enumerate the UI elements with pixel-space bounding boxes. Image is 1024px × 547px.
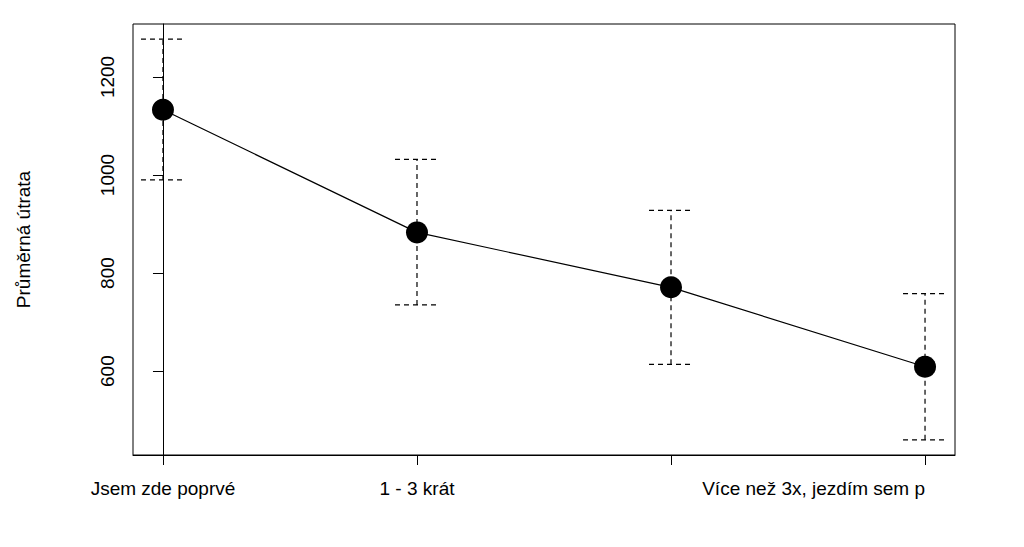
svg-text:Průměrná útrata: Průměrná útrata	[13, 170, 34, 308]
svg-text:1000: 1000	[97, 154, 118, 196]
svg-text:600: 600	[97, 355, 118, 387]
svg-text:1200: 1200	[97, 56, 118, 98]
svg-text:Jsem zde poprvé: Jsem zde poprvé	[91, 478, 236, 499]
svg-text:800: 800	[97, 257, 118, 289]
svg-text:1 - 3 krát: 1 - 3 krát	[379, 478, 455, 499]
svg-text:Více než 3x, jezdím sem p: Více než 3x, jezdím sem p	[702, 478, 925, 499]
